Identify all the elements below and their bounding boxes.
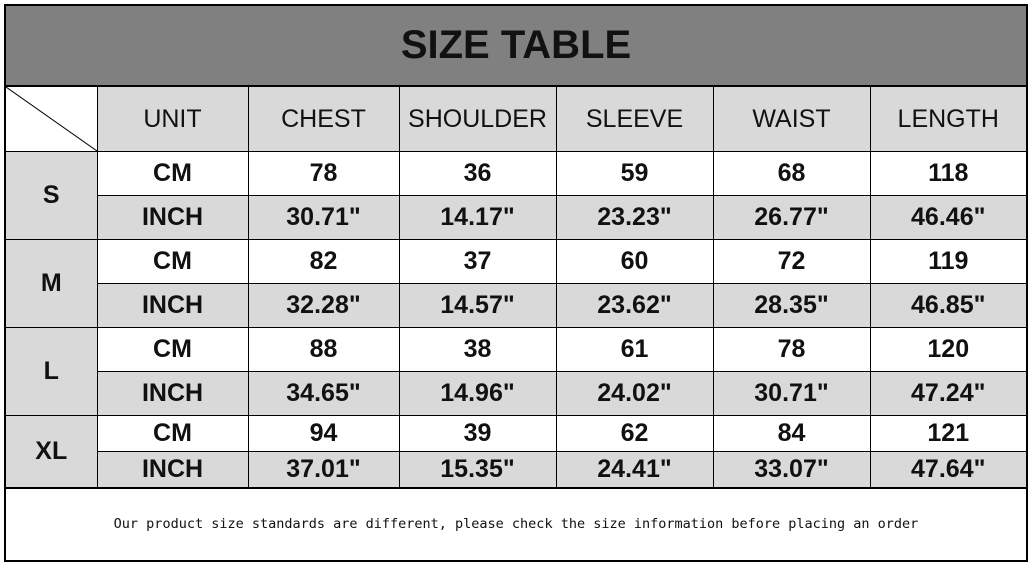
measurement-cell: 84 (712, 415, 871, 452)
unit-cell: CM (96, 151, 249, 196)
unit-cell: INCH (97, 371, 249, 416)
table-row: XL CM 94 39 62 84 121 (6, 415, 1026, 488)
table-title: SIZE TABLE (6, 6, 1026, 86)
size-label: M (6, 239, 98, 328)
table-row: INCH 30.71" 14.17" 23.23" 26.77" 46.46" (6, 195, 1026, 240)
measurement-cell: 34.65" (247, 371, 400, 416)
header-chest: CHEST (247, 86, 400, 152)
measurement-cell: 120 (869, 327, 1026, 372)
measurement-cell: 37.01" (247, 451, 400, 488)
measurement-cell: 88 (247, 327, 400, 372)
measurement-cell: 68 (712, 151, 871, 196)
measurement-cell: 36 (398, 151, 557, 196)
measurement-cell: 33.07" (712, 451, 871, 488)
header-waist: WAIST (712, 86, 871, 152)
measurement-cell: 23.23" (555, 195, 714, 240)
measurement-cell: 14.17" (398, 195, 557, 240)
measurement-cell: 23.62" (555, 283, 714, 328)
size-table: UNIT CHEST SHOULDER SLEEVE WAIST LENGTH … (6, 86, 1026, 488)
corner-cell (6, 86, 98, 152)
unit-cell: INCH (97, 283, 249, 328)
measurement-cell: 30.71" (247, 195, 400, 240)
measurement-cell: 62 (555, 415, 714, 452)
measurement-cell: 121 (869, 415, 1026, 452)
unit-cell: CM (96, 239, 249, 284)
table-row: INCH 34.65" 14.96" 24.02" 30.71" 47.24" (6, 371, 1026, 416)
measurement-cell: 24.02" (555, 371, 714, 416)
measurement-cell: 46.85" (869, 283, 1026, 328)
header-shoulder: SHOULDER (398, 86, 557, 152)
measurement-cell: 15.35" (398, 451, 557, 488)
measurement-cell: 30.71" (712, 371, 871, 416)
measurement-cell: 119 (869, 239, 1026, 284)
size-label: S (6, 151, 98, 240)
measurement-cell: 14.57" (398, 283, 557, 328)
header-unit: UNIT (96, 86, 249, 152)
measurement-cell: 61 (555, 327, 714, 372)
table-row: L CM 88 38 61 78 120 (6, 327, 1026, 416)
measurement-cell: 94 (247, 415, 400, 452)
unit-cell: INCH (97, 195, 249, 240)
measurement-cell: 72 (712, 239, 871, 284)
measurement-cell: 118 (869, 151, 1026, 196)
measurement-cell: 24.41" (555, 451, 714, 488)
measurement-cell: 47.64" (869, 451, 1026, 488)
measurement-cell: 59 (555, 151, 714, 196)
measurement-cell: 47.24" (869, 371, 1026, 416)
unit-cell: INCH (97, 451, 249, 488)
measurement-cell: 78 (247, 151, 400, 196)
table-row: M CM 82 37 60 72 119 (6, 239, 1026, 328)
measurement-cell: 26.77" (712, 195, 871, 240)
measurement-cell: 28.35" (712, 283, 871, 328)
size-label: XL (6, 415, 98, 488)
measurement-cell: 39 (398, 415, 557, 452)
diagonal-line-icon (6, 87, 97, 151)
table-row: INCH 37.01" 15.35" 24.41" 33.07" 47.64" (6, 451, 1026, 488)
table-row: S CM 78 36 59 68 118 (6, 151, 1026, 240)
measurement-cell: 38 (398, 327, 557, 372)
header-row: UNIT CHEST SHOULDER SLEEVE WAIST LENGTH (6, 86, 1026, 152)
measurement-cell: 37 (398, 239, 557, 284)
header-sleeve: SLEEVE (555, 86, 714, 152)
size-label: L (6, 327, 98, 416)
measurement-cell: 32.28" (247, 283, 400, 328)
measurement-cell: 60 (555, 239, 714, 284)
size-table-container: SIZE TABLE UNIT CHEST SHOULDER SLEEVE WA… (4, 4, 1028, 562)
header-length: LENGTH (869, 86, 1026, 152)
measurement-cell: 14.96" (398, 371, 557, 416)
footer-note: Our product size standards are different… (6, 488, 1026, 559)
measurement-cell: 78 (712, 327, 871, 372)
measurement-cell: 82 (247, 239, 400, 284)
unit-cell: CM (96, 327, 249, 372)
table-row: INCH 32.28" 14.57" 23.62" 28.35" 46.85" (6, 283, 1026, 328)
unit-cell: CM (96, 415, 249, 452)
measurement-cell: 46.46" (869, 195, 1026, 240)
